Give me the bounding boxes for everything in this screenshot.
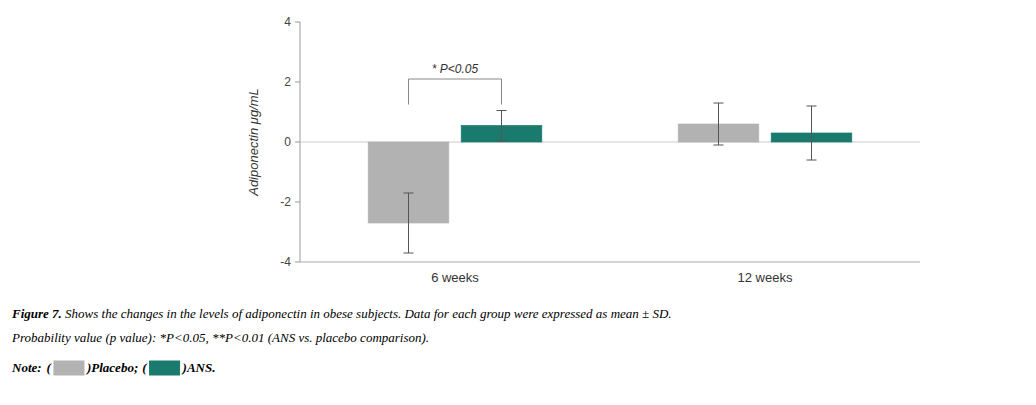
error-bar <box>497 111 507 141</box>
y-axis: -4 -2 0 2 4 <box>280 15 300 269</box>
caption-label: Figure 7. <box>11 306 62 321</box>
chart: -4 -2 0 2 4 Adiponectin μg/mL 6 weeks 12 weeks *… <box>0 0 1036 405</box>
y-axis-label: Adiponectin μg/mL <box>246 88 261 197</box>
y-tick-label: 4 <box>284 15 291 29</box>
y-tick <box>295 22 300 23</box>
error-cap <box>497 110 507 111</box>
significance-bracket <box>409 79 502 105</box>
x-tick-label: 12 weeks <box>738 270 793 285</box>
caption-text: Shows the changes in the levels of adipo… <box>62 306 672 321</box>
error-stem <box>501 111 502 141</box>
legend-text: ( <box>47 360 53 375</box>
caption-text: Probability value (p value): *P<0.05, **… <box>11 330 429 345</box>
legend-text: . <box>212 360 215 375</box>
legend-text: ( <box>142 360 148 375</box>
error-cap <box>714 103 724 104</box>
error-cap <box>807 160 817 161</box>
x-tick-label: 6 weeks <box>431 270 479 285</box>
y-tick <box>295 82 300 83</box>
legend-text: ANS <box>186 360 212 375</box>
error-cap <box>497 140 507 141</box>
error-cap <box>404 253 414 254</box>
y-tick-label: 0 <box>284 135 291 149</box>
y-tick <box>295 202 300 203</box>
y-tick-label: -2 <box>280 195 291 209</box>
y-tick <box>295 262 300 263</box>
error-bar <box>404 193 414 253</box>
bars <box>368 103 852 253</box>
error-cap <box>714 145 724 146</box>
y-tick <box>295 142 300 143</box>
significance-label: * P<0.05 <box>432 62 479 76</box>
legend-text: Placebo <box>91 360 134 375</box>
error-bar <box>807 106 817 160</box>
y-tick-label: 2 <box>284 75 291 89</box>
x-axis-line <box>300 262 920 263</box>
legend-swatch <box>54 361 84 375</box>
legend-swatch <box>150 361 180 375</box>
caption-line: Figure 7. Shows the changes in the level… <box>11 306 672 321</box>
legend-text: Note: <box>11 360 42 375</box>
legend-text: ; <box>134 360 138 375</box>
error-stem <box>718 103 719 145</box>
error-stem <box>408 193 409 253</box>
error-bar <box>714 103 724 145</box>
error-stem <box>811 106 812 160</box>
error-cap <box>807 106 817 107</box>
error-cap <box>404 193 414 194</box>
y-tick-label: -4 <box>280 255 291 269</box>
